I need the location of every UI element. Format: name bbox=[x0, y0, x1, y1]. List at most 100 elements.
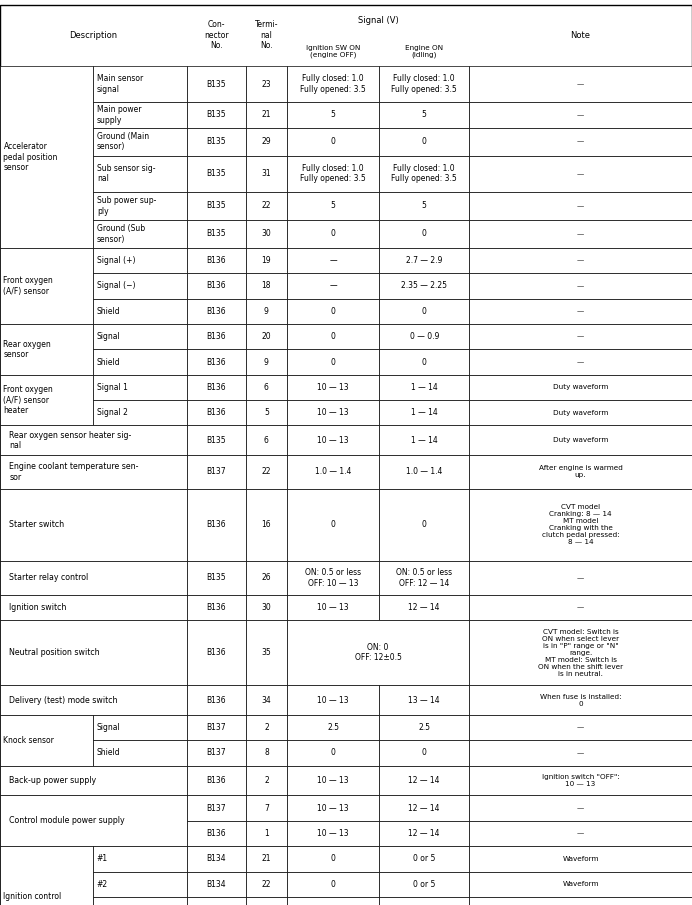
Bar bbox=[287, 375, 379, 400]
Text: —: — bbox=[577, 283, 584, 289]
Text: —: — bbox=[329, 256, 337, 265]
Bar bbox=[187, 324, 246, 349]
Bar bbox=[0, 766, 187, 795]
Text: 30: 30 bbox=[262, 230, 271, 238]
Text: Delivery (test) mode switch: Delivery (test) mode switch bbox=[10, 696, 118, 704]
Text: B136: B136 bbox=[206, 829, 226, 838]
Text: Signal 2: Signal 2 bbox=[97, 408, 128, 417]
Text: 0: 0 bbox=[421, 307, 427, 316]
Text: 10 — 13: 10 — 13 bbox=[318, 776, 349, 785]
Text: #2: #2 bbox=[97, 880, 108, 889]
Bar bbox=[379, 489, 469, 561]
Bar bbox=[379, 349, 469, 375]
Bar bbox=[379, 400, 469, 425]
Text: 12 — 14: 12 — 14 bbox=[408, 804, 440, 813]
Bar bbox=[287, 324, 379, 349]
Text: B135: B135 bbox=[206, 436, 226, 444]
Text: 0: 0 bbox=[421, 357, 427, 367]
Bar bbox=[287, 595, 379, 620]
Bar bbox=[287, 192, 379, 220]
Text: B135: B135 bbox=[206, 202, 226, 210]
Text: 7: 7 bbox=[264, 804, 269, 813]
Text: 2: 2 bbox=[264, 776, 268, 785]
Text: 16: 16 bbox=[262, 520, 271, 529]
Bar bbox=[0, 248, 93, 324]
Text: —: — bbox=[577, 359, 584, 365]
Bar bbox=[187, 425, 246, 455]
Text: 10 — 13: 10 — 13 bbox=[318, 383, 349, 392]
Bar bbox=[469, 489, 692, 561]
Bar bbox=[379, 740, 469, 766]
Text: ON: 0.5 or less
OFF: 10 — 13: ON: 0.5 or less OFF: 10 — 13 bbox=[305, 568, 361, 587]
Bar bbox=[187, 846, 246, 872]
Text: 20: 20 bbox=[262, 332, 271, 341]
Text: 0: 0 bbox=[331, 880, 336, 889]
Bar bbox=[0, 846, 93, 905]
Text: —: — bbox=[577, 112, 584, 118]
Text: B136: B136 bbox=[206, 307, 226, 316]
Bar bbox=[0, 5, 187, 66]
Bar bbox=[379, 248, 469, 273]
Bar bbox=[187, 248, 246, 273]
Bar bbox=[0, 66, 93, 248]
Bar bbox=[287, 273, 379, 299]
Bar bbox=[246, 872, 287, 897]
Bar bbox=[187, 766, 246, 795]
Text: Fully closed: 1.0
Fully opened: 3.5: Fully closed: 1.0 Fully opened: 3.5 bbox=[391, 164, 457, 184]
Bar bbox=[0, 561, 187, 595]
Bar bbox=[287, 766, 379, 795]
Bar bbox=[379, 425, 469, 455]
Text: 0 — 0.9: 0 — 0.9 bbox=[410, 332, 439, 341]
Bar bbox=[187, 795, 246, 821]
Bar bbox=[93, 102, 187, 128]
Text: Starter switch: Starter switch bbox=[10, 520, 64, 529]
Text: 22: 22 bbox=[262, 468, 271, 476]
Bar bbox=[379, 299, 469, 324]
Bar bbox=[469, 128, 692, 156]
Bar bbox=[246, 273, 287, 299]
Bar bbox=[93, 897, 187, 905]
Bar bbox=[469, 595, 692, 620]
Text: Rear oxygen
sensor: Rear oxygen sensor bbox=[3, 339, 51, 359]
Bar bbox=[246, 425, 287, 455]
Text: Accelerator
pedal position
sensor: Accelerator pedal position sensor bbox=[3, 142, 58, 172]
Text: Ignition switch "OFF":
10 — 13: Ignition switch "OFF": 10 — 13 bbox=[542, 774, 619, 787]
Text: 0: 0 bbox=[331, 307, 336, 316]
Text: Front oxygen
(A/F) sensor
heater: Front oxygen (A/F) sensor heater bbox=[3, 386, 53, 414]
Bar bbox=[379, 561, 469, 595]
Text: —: — bbox=[577, 171, 584, 176]
Bar bbox=[187, 455, 246, 489]
Bar bbox=[287, 66, 379, 102]
Bar bbox=[187, 192, 246, 220]
Bar bbox=[93, 715, 187, 740]
Bar bbox=[379, 36, 469, 66]
Bar bbox=[379, 821, 469, 846]
Bar bbox=[187, 273, 246, 299]
Bar bbox=[469, 273, 692, 299]
Bar bbox=[287, 795, 379, 821]
Bar bbox=[469, 425, 692, 455]
Text: 5: 5 bbox=[421, 202, 427, 210]
Bar bbox=[187, 685, 246, 715]
Text: 0: 0 bbox=[421, 230, 427, 238]
Text: Description: Description bbox=[69, 31, 118, 40]
Bar bbox=[187, 349, 246, 375]
Bar bbox=[379, 897, 469, 905]
Bar bbox=[379, 102, 469, 128]
Bar bbox=[0, 489, 187, 561]
Bar bbox=[246, 324, 287, 349]
Text: Shield: Shield bbox=[97, 357, 120, 367]
Text: Ignition switch: Ignition switch bbox=[10, 603, 66, 612]
Bar bbox=[287, 299, 379, 324]
Bar bbox=[246, 248, 287, 273]
Bar bbox=[469, 897, 692, 905]
Bar bbox=[287, 872, 379, 897]
Text: 12 — 14: 12 — 14 bbox=[408, 776, 440, 785]
Bar bbox=[187, 489, 246, 561]
Text: B136: B136 bbox=[206, 603, 226, 612]
Bar bbox=[0, 715, 93, 766]
Text: Con-
nector
No.: Con- nector No. bbox=[204, 21, 228, 50]
Bar bbox=[287, 156, 379, 192]
Text: —: — bbox=[577, 334, 584, 339]
Bar bbox=[469, 5, 692, 66]
